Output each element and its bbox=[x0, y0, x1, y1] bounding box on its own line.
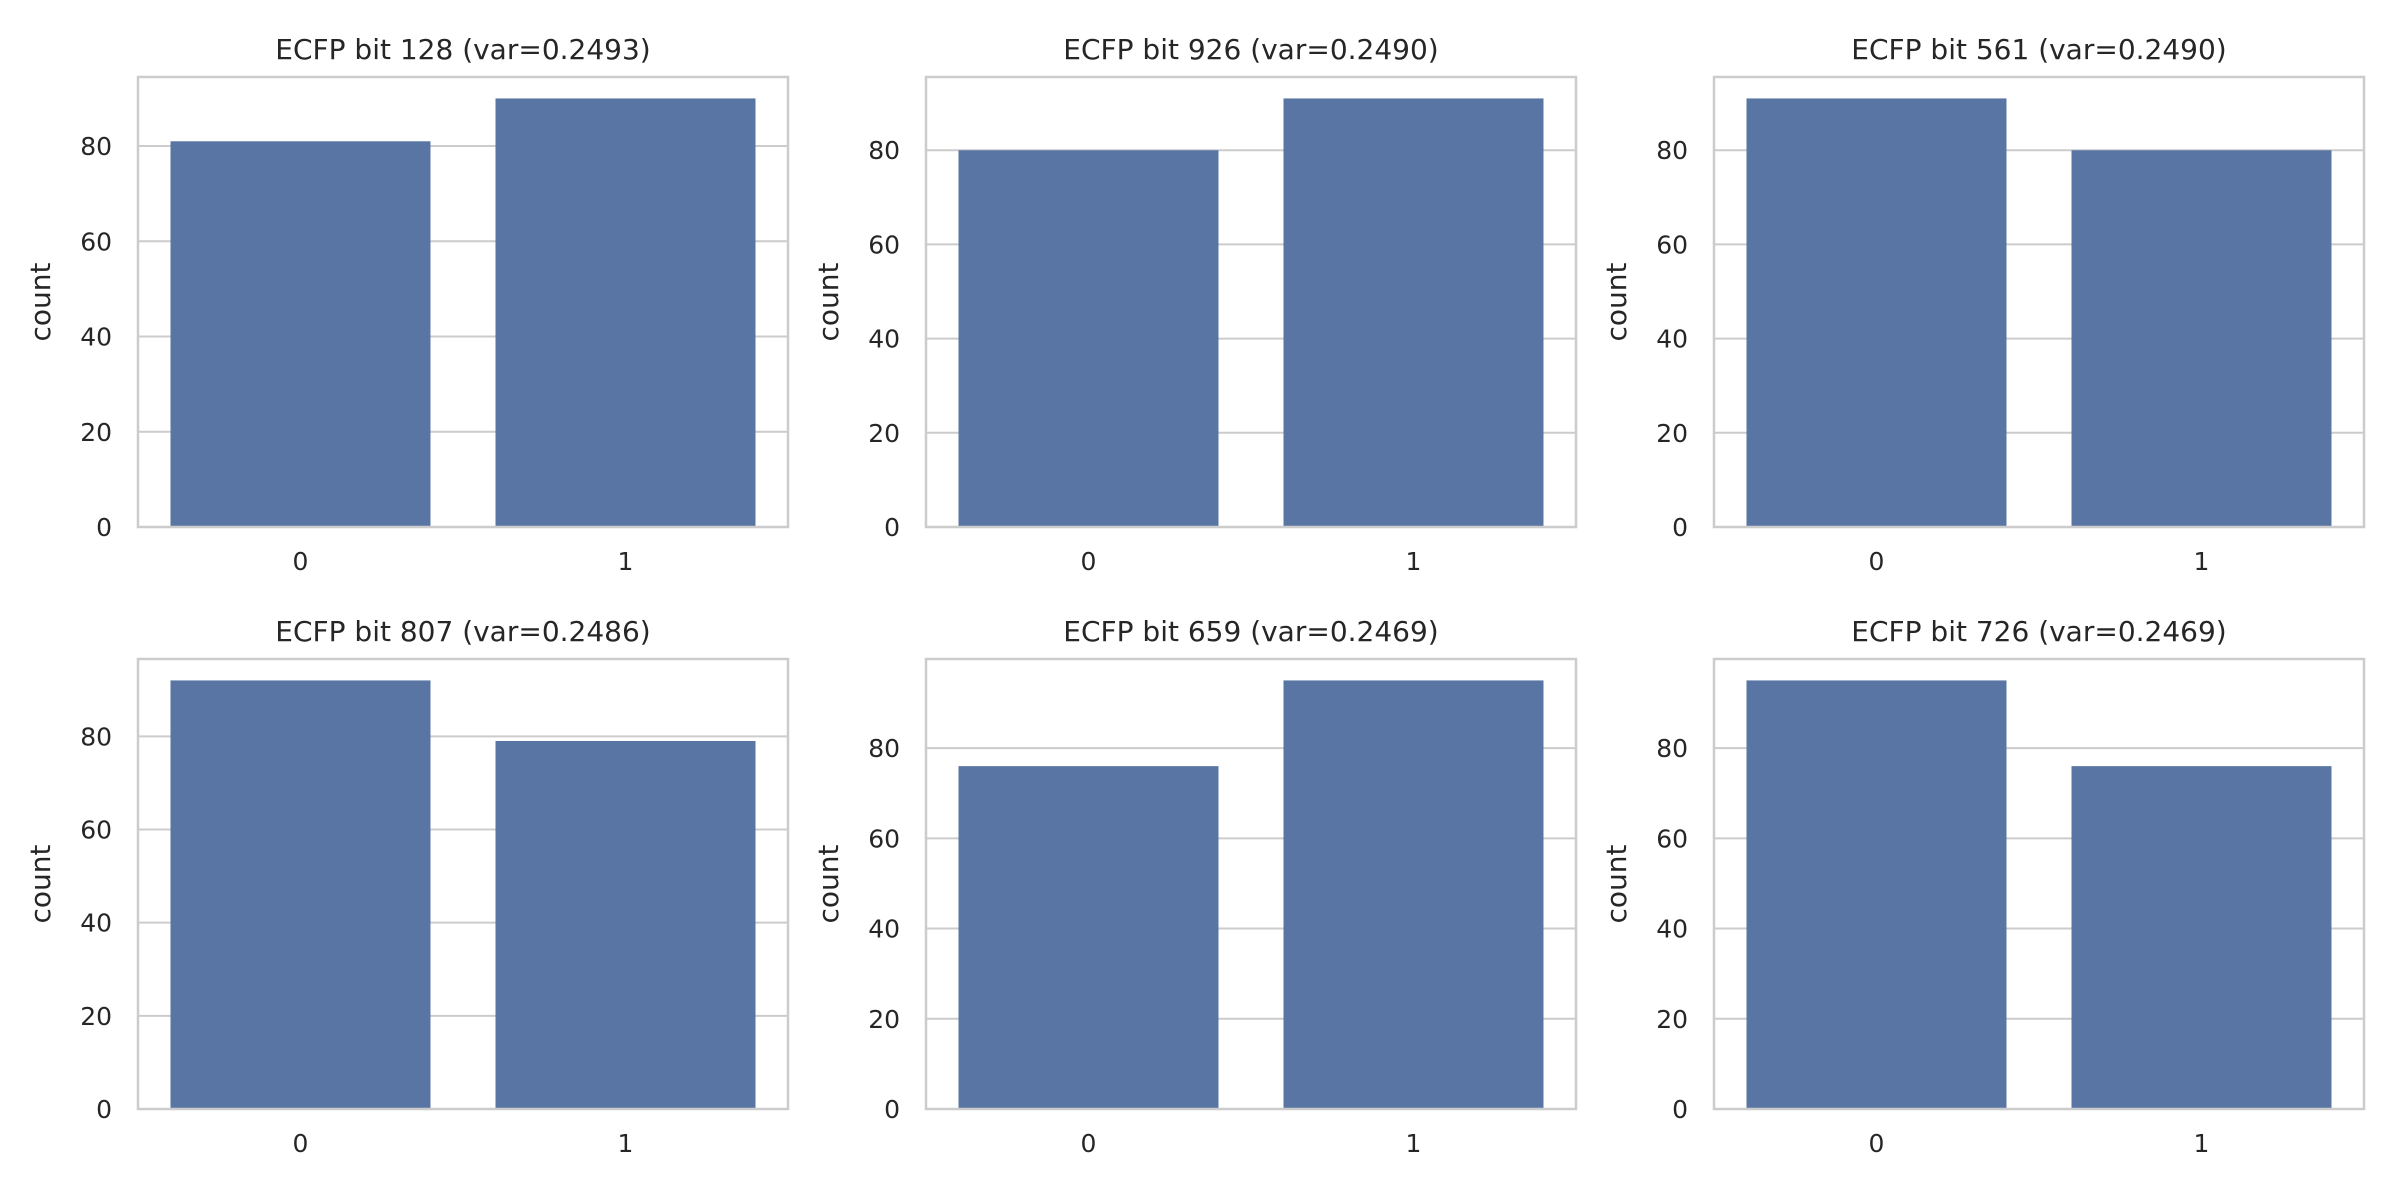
subplot-title: ECFP bit 561 (var=0.2490) bbox=[1851, 33, 2226, 66]
x-tick-label-1: 1 bbox=[618, 547, 634, 576]
y-tick-label-4: 80 bbox=[1656, 136, 1688, 165]
x-tick-label-0: 0 bbox=[293, 1129, 309, 1158]
subplot-1: 0 20 40 60 80 0 1 count ECFP bit 128 (var=0.2493… bbox=[24, 33, 790, 576]
y-tick-label-3: 60 bbox=[80, 815, 112, 844]
y-axis-label: count bbox=[24, 844, 57, 923]
y-tick-label-2: 40 bbox=[1656, 915, 1688, 944]
y-tick-label-1: 20 bbox=[1656, 1005, 1688, 1034]
y-tick-label-2: 40 bbox=[80, 909, 112, 938]
subplot-title: ECFP bit 926 (var=0.2490) bbox=[1063, 33, 1438, 66]
y-tick-label-3: 60 bbox=[80, 227, 112, 256]
y-tick-label-3: 60 bbox=[1656, 824, 1688, 853]
y-tick-label-3: 60 bbox=[868, 824, 900, 853]
bar-0 bbox=[1746, 680, 2007, 1109]
y-tick-label-2: 40 bbox=[868, 915, 900, 944]
y-axis-label: count bbox=[24, 262, 57, 341]
x-tick-label-0: 0 bbox=[293, 547, 309, 576]
x-tick-label-0: 0 bbox=[1081, 1129, 1097, 1158]
subplot-2: 0 20 40 60 80 0 1 count ECFP bit 926 (var=0.2490… bbox=[812, 33, 1578, 576]
y-axis-label: count bbox=[812, 262, 845, 341]
x-tick-label-1: 1 bbox=[1406, 1129, 1422, 1158]
plot-frame bbox=[924, 75, 1578, 529]
subplot-6: 0 20 40 60 80 0 1 count ECFP bit 726 (var=0.2469… bbox=[1600, 615, 2366, 1158]
y-tick-label-1: 20 bbox=[1656, 419, 1688, 448]
bar-1 bbox=[2071, 766, 2332, 1109]
y-tick-label-0: 0 bbox=[1672, 513, 1688, 542]
y-axis-label: count bbox=[1600, 844, 1633, 923]
plot-frame bbox=[1712, 75, 2366, 529]
y-axis-label: count bbox=[812, 844, 845, 923]
bar-0 bbox=[170, 680, 431, 1109]
y-tick-label-4: 80 bbox=[1656, 734, 1688, 763]
y-tick-label-0: 0 bbox=[884, 513, 900, 542]
bar-1 bbox=[495, 740, 756, 1109]
bar-1 bbox=[495, 98, 756, 527]
y-tick-label-3: 60 bbox=[868, 230, 900, 259]
y-tick-label-4: 80 bbox=[868, 734, 900, 763]
y-tick-label-4: 80 bbox=[80, 132, 112, 161]
subplot-3: 0 20 40 60 80 0 1 count ECFP bit 561 (var=0.2490… bbox=[1600, 33, 2366, 576]
y-tick-label-2: 40 bbox=[80, 323, 112, 352]
x-tick-label-1: 1 bbox=[618, 1129, 634, 1158]
subplot-title: ECFP bit 128 (var=0.2493) bbox=[275, 33, 650, 66]
y-tick-label-0: 0 bbox=[1672, 1095, 1688, 1124]
bar-0 bbox=[170, 141, 431, 528]
y-tick-label-2: 40 bbox=[1656, 325, 1688, 354]
bar-1 bbox=[1283, 680, 1544, 1109]
x-tick-label-0: 0 bbox=[1081, 547, 1097, 576]
plot-frame bbox=[136, 75, 790, 529]
bar-0 bbox=[958, 766, 1219, 1109]
subplot-title: ECFP bit 726 (var=0.2469) bbox=[1851, 615, 2226, 648]
plot-frame bbox=[1712, 657, 2366, 1111]
y-tick-label-0: 0 bbox=[884, 1095, 900, 1124]
plot-frame bbox=[136, 657, 790, 1111]
x-tick-label-1: 1 bbox=[2194, 1129, 2210, 1158]
subplot-5: 0 20 40 60 80 0 1 count ECFP bit 659 (var=0.2469… bbox=[812, 615, 1578, 1158]
y-tick-label-0: 0 bbox=[96, 1095, 112, 1124]
y-tick-label-4: 80 bbox=[868, 136, 900, 165]
y-tick-label-3: 60 bbox=[1656, 230, 1688, 259]
bar-1 bbox=[1283, 98, 1544, 527]
y-tick-label-1: 20 bbox=[868, 419, 900, 448]
y-tick-label-4: 80 bbox=[80, 722, 112, 751]
x-tick-label-1: 1 bbox=[1406, 547, 1422, 576]
bar-1 bbox=[2071, 150, 2332, 528]
y-axis-label: count bbox=[1600, 262, 1633, 341]
y-tick-label-1: 20 bbox=[868, 1005, 900, 1034]
subplot-4: 0 20 40 60 80 0 1 count ECFP bit 807 (var=0.2486… bbox=[24, 615, 790, 1158]
x-tick-label-1: 1 bbox=[2194, 547, 2210, 576]
subplot-title: ECFP bit 807 (var=0.2486) bbox=[275, 615, 650, 648]
y-tick-label-1: 20 bbox=[80, 1002, 112, 1031]
y-tick-label-1: 20 bbox=[80, 418, 112, 447]
plot-frame bbox=[924, 657, 1578, 1111]
x-tick-label-0: 0 bbox=[1869, 1129, 1885, 1158]
y-tick-label-2: 40 bbox=[868, 325, 900, 354]
y-tick-label-0: 0 bbox=[96, 513, 112, 542]
subplot-title: ECFP bit 659 (var=0.2469) bbox=[1063, 615, 1438, 648]
bar-0 bbox=[1746, 98, 2007, 527]
bar-0 bbox=[958, 150, 1219, 528]
x-tick-label-0: 0 bbox=[1869, 547, 1885, 576]
